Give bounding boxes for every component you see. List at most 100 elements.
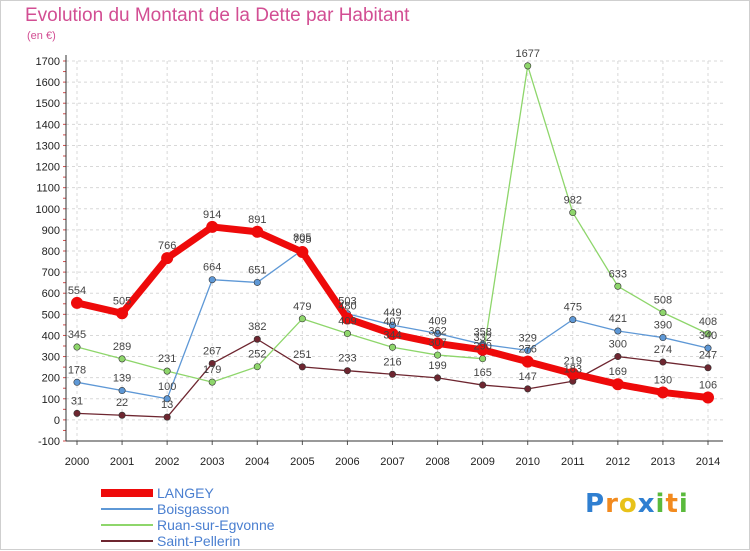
data-point bbox=[343, 330, 351, 338]
data-label: 276 bbox=[519, 344, 537, 356]
data-point bbox=[702, 391, 714, 404]
legend-label: LANGEY bbox=[157, 485, 214, 501]
data-label: 219 bbox=[564, 356, 582, 368]
x-tick-label: 2012 bbox=[606, 456, 630, 468]
data-label: 358 bbox=[473, 326, 491, 338]
chart-title: Evolution du Montant de la Dette par Hab… bbox=[25, 5, 410, 26]
logo-letter: r bbox=[605, 489, 619, 519]
axes: -100 0 100 200 300 400 500 600 700 800 900 1000 1100… bbox=[36, 55, 723, 468]
chart-subtitle: (en €) bbox=[27, 30, 56, 42]
legend-label: Saint-Pellerin bbox=[157, 533, 241, 549]
data-label: 421 bbox=[609, 313, 627, 325]
data-label: 252 bbox=[248, 349, 266, 361]
data-point bbox=[116, 307, 129, 320]
data-label: 805 bbox=[293, 232, 311, 244]
data-point bbox=[341, 312, 354, 325]
legend-entry: Saint-Pellerin bbox=[101, 533, 401, 549]
data-point bbox=[118, 355, 126, 363]
data-point bbox=[524, 62, 532, 70]
data-point bbox=[73, 343, 81, 351]
legend-swatch bbox=[101, 489, 153, 497]
legend-label: Ruan-sur-Egvonne bbox=[157, 517, 275, 533]
data-point bbox=[704, 364, 712, 372]
data-label: 178 bbox=[68, 364, 86, 376]
data-label: 290 bbox=[473, 341, 491, 353]
data-label: 183 bbox=[564, 363, 582, 375]
data-point bbox=[253, 363, 261, 371]
legend-entry: Ruan-sur-Egvonne bbox=[101, 517, 401, 533]
y-tick-label: 1100 bbox=[36, 183, 60, 195]
data-point bbox=[163, 395, 171, 403]
y-tick-label: 300 bbox=[42, 352, 60, 364]
data-point bbox=[388, 370, 396, 378]
data-label: 1677 bbox=[515, 48, 539, 60]
data-labels-layer: 31 22 13 267 382 251 233 216 199 165 147 183 300 274 2… bbox=[68, 48, 717, 411]
data-point bbox=[71, 296, 83, 309]
y-tick-label: 0 bbox=[54, 415, 60, 427]
data-label: 409 bbox=[338, 316, 356, 328]
data-point bbox=[659, 334, 667, 342]
data-point bbox=[118, 387, 126, 395]
data-label: 199 bbox=[428, 360, 446, 372]
data-point bbox=[296, 246, 309, 259]
data-point bbox=[251, 225, 264, 238]
data-point bbox=[163, 413, 171, 421]
data-label: 914 bbox=[203, 209, 221, 221]
y-tick-label: 1400 bbox=[36, 119, 60, 131]
data-label: 100 bbox=[158, 381, 176, 393]
data-point bbox=[659, 309, 667, 317]
data-label: 307 bbox=[428, 337, 446, 349]
data-label: 332 bbox=[473, 332, 491, 344]
y-tick-label: 200 bbox=[42, 373, 60, 385]
data-label: 633 bbox=[609, 268, 627, 280]
data-point bbox=[704, 330, 712, 338]
y-tick-label: 400 bbox=[42, 330, 60, 342]
data-point bbox=[118, 411, 126, 419]
data-point bbox=[434, 351, 442, 359]
data-label: 407 bbox=[383, 316, 401, 328]
data-label: 480 bbox=[338, 301, 356, 313]
logo-letter: o bbox=[618, 489, 638, 519]
data-point bbox=[298, 363, 306, 371]
data-point bbox=[611, 378, 624, 391]
y-tick-label: 1500 bbox=[36, 98, 60, 110]
data-point bbox=[434, 374, 442, 382]
x-tick-label: 2004 bbox=[245, 456, 269, 468]
data-label: 362 bbox=[428, 325, 446, 337]
data-label: 169 bbox=[609, 366, 627, 378]
data-label: 231 bbox=[158, 353, 176, 365]
data-point bbox=[614, 282, 622, 290]
data-label: 179 bbox=[203, 364, 221, 376]
x-tick-label: 2000 bbox=[65, 456, 89, 468]
proxiti-logo: Proxiti bbox=[585, 489, 689, 519]
y-tick-label: 1700 bbox=[36, 56, 60, 68]
data-label: 505 bbox=[113, 295, 131, 307]
data-point bbox=[253, 335, 261, 343]
data-point bbox=[524, 346, 532, 354]
logo-letter: t bbox=[665, 489, 679, 519]
data-label: 267 bbox=[203, 346, 221, 358]
legend: LANGEY Boisgasson Ruan-sur-Egvonne Saint-Pe… bbox=[101, 485, 401, 549]
data-label: 554 bbox=[68, 285, 86, 297]
data-label: 651 bbox=[248, 264, 266, 276]
data-label: 251 bbox=[293, 349, 311, 361]
logo-letter: i bbox=[678, 489, 689, 519]
data-point bbox=[161, 252, 174, 265]
data-label: 508 bbox=[654, 295, 672, 307]
data-point bbox=[569, 316, 577, 324]
data-label: 344 bbox=[383, 329, 401, 341]
y-tick-label: 1000 bbox=[36, 204, 60, 216]
legend-swatch bbox=[101, 524, 153, 526]
data-label: 795 bbox=[293, 234, 311, 246]
data-point bbox=[569, 209, 577, 217]
data-point bbox=[566, 367, 579, 380]
data-label: 408 bbox=[699, 316, 717, 328]
data-label: 216 bbox=[383, 356, 401, 368]
y-tick-label: 100 bbox=[42, 394, 60, 406]
data-label: 390 bbox=[654, 320, 672, 332]
series-layer bbox=[71, 62, 714, 421]
x-tick-label: 2002 bbox=[155, 456, 179, 468]
series-ruan-sur-egvonne bbox=[73, 62, 712, 386]
data-point bbox=[163, 367, 171, 375]
data-point bbox=[73, 409, 81, 417]
